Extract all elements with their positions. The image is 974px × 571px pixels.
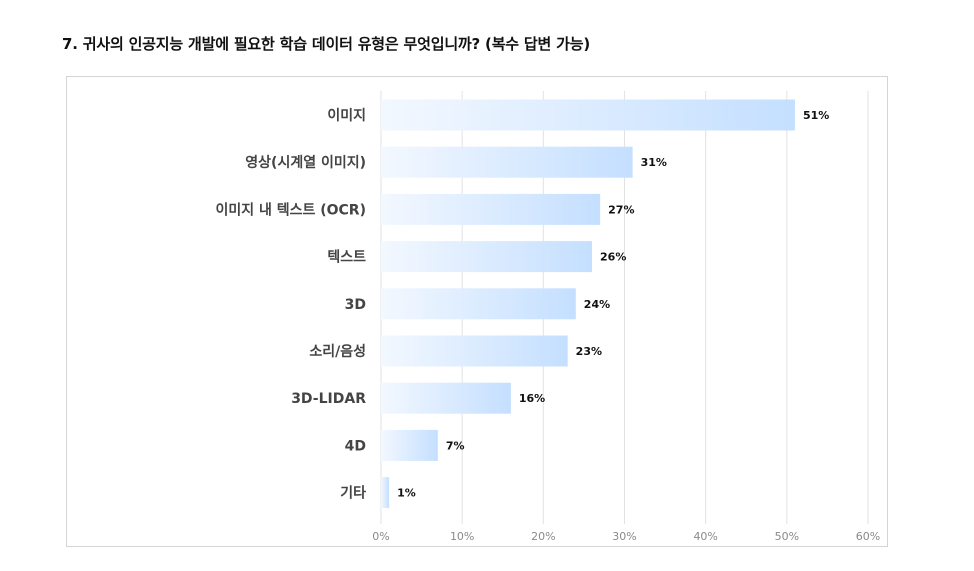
value-label: 7% (446, 439, 465, 452)
value-label: 23% (576, 345, 602, 358)
x-tick-label: 60% (856, 530, 880, 543)
labels: 0% 10% 20% 30% 40% 50% 60% 이미지 51% 영상(시계열 이미지) 31%… (215, 107, 880, 543)
x-tick-label: 50% (775, 530, 799, 543)
x-tick-label: 40% (693, 530, 717, 543)
value-label: 16% (519, 392, 545, 405)
category-label: 4D (345, 438, 366, 454)
value-label: 1% (397, 487, 416, 500)
bar (381, 335, 568, 367)
x-tick-label: 0% (372, 530, 389, 543)
value-label: 51% (803, 109, 829, 122)
bar (381, 382, 511, 414)
category-label: 영상(시계열 이미지) (245, 154, 366, 171)
category-label: 기타 (340, 486, 366, 502)
category-label: 텍스트 (327, 249, 366, 266)
value-label: 24% (584, 298, 610, 311)
bar (381, 241, 593, 273)
x-tick-label: 10% (450, 530, 474, 543)
x-tick-label: 30% (612, 530, 636, 543)
bar (381, 477, 390, 509)
bar (381, 288, 576, 320)
bars (381, 99, 795, 509)
bar (381, 146, 633, 178)
bar (381, 99, 795, 131)
category-label: 이미지 (327, 107, 366, 124)
bar (381, 429, 438, 461)
category-label: 이미지 내 텍스트 (OCR) (215, 201, 366, 218)
category-label: 3D-LIDAR (291, 391, 366, 407)
bar (381, 193, 601, 225)
chart-title: 7. 귀사의 인공지능 개발에 필요한 학습 데이터 유형은 무엇입니까? (복… (62, 35, 590, 53)
value-label: 31% (641, 156, 667, 169)
x-tick-label: 20% (531, 530, 555, 543)
category-label: 소리/음성 (309, 344, 366, 360)
value-label: 27% (608, 203, 634, 216)
category-label: 3D (345, 297, 366, 313)
value-label: 26% (600, 251, 626, 264)
